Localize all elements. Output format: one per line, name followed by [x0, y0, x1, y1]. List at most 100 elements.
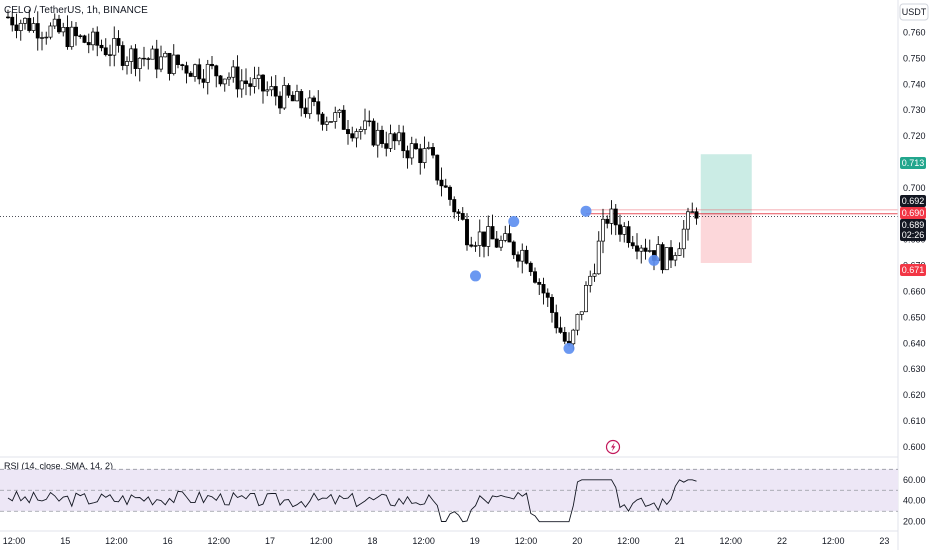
- candle: [431, 142, 435, 159]
- candle: [388, 124, 393, 152]
- stop-zone[interactable]: [700, 213, 752, 263]
- candle: [392, 132, 397, 150]
- candle: [227, 72, 231, 87]
- candle: [380, 125, 384, 148]
- pivot-low-marker[interactable]: [563, 342, 575, 354]
- candle: [584, 281, 588, 313]
- candle: [116, 30, 121, 53]
- candle: [618, 214, 622, 242]
- target-zone[interactable]: [700, 154, 752, 214]
- candle: [159, 45, 163, 73]
- candle: [265, 81, 270, 97]
- candle: [588, 270, 593, 293]
- candle: [414, 138, 418, 150]
- candle: [439, 167, 444, 197]
- candle: [222, 78, 227, 92]
- time-tick-label: 19: [470, 536, 480, 546]
- candle: [482, 231, 486, 258]
- candle: [205, 59, 210, 95]
- candle: [363, 108, 367, 135]
- candle: [248, 77, 253, 96]
- candle: [197, 58, 202, 85]
- candle: [10, 11, 15, 32]
- candle: [99, 39, 104, 52]
- candle: [137, 57, 142, 82]
- pivot-high-marker[interactable]: [508, 216, 520, 228]
- rsi-tick-label: 40.00: [903, 496, 926, 506]
- candle: [273, 75, 278, 106]
- chart-title: CELO / TetherUS, 1h, BINANCE: [4, 5, 148, 16]
- candle: [27, 9, 32, 33]
- target-price-badge: 0.713: [902, 158, 925, 168]
- candle: [477, 219, 482, 257]
- candle: [647, 239, 652, 253]
- candle: [473, 241, 478, 252]
- entry-price-badge: 0.690: [902, 208, 925, 218]
- candle: [367, 110, 372, 127]
- time-tick-label: 12:00: [3, 536, 26, 546]
- rsi-pane[interactable]: RSI (14, close, SMA, 14, 2): [0, 456, 898, 523]
- pivot-low-marker[interactable]: [470, 270, 481, 282]
- candle: [630, 235, 635, 249]
- candle: [694, 207, 699, 225]
- candle: [375, 122, 380, 158]
- pivot-high-marker[interactable]: [580, 205, 592, 217]
- candle: [290, 91, 295, 102]
- candle: [528, 261, 533, 276]
- currency-label: USDT: [902, 7, 927, 17]
- candle: [324, 116, 329, 132]
- price-tick-label: 0.750: [903, 53, 926, 63]
- candle: [163, 51, 168, 58]
- candle: [235, 55, 240, 98]
- time-tick-label: 12:00: [515, 536, 538, 546]
- candle: [333, 106, 338, 129]
- price-axis[interactable]: 0.7600.7500.7400.7300.7200.7100.7000.690…: [897, 0, 926, 550]
- candle: [418, 143, 423, 175]
- candle: [303, 98, 308, 118]
- time-tick-label: 22: [777, 536, 787, 546]
- candle: [188, 71, 193, 77]
- candle: [686, 207, 690, 241]
- candle: [609, 200, 614, 235]
- candle: [660, 242, 665, 274]
- candle: [239, 69, 244, 98]
- candle: [150, 45, 155, 60]
- candle: [82, 34, 87, 44]
- candle: [278, 91, 282, 115]
- pivot-low-marker[interactable]: [648, 254, 660, 266]
- price-tick-label: 0.630: [903, 364, 926, 374]
- candle: [171, 44, 176, 76]
- time-axis[interactable]: 12:00 15 12:00 16 12:00 17 12:00 18 12:00 19 12:00…: [0, 530, 898, 546]
- candle: [405, 145, 410, 169]
- candle: [91, 27, 95, 51]
- candle: [558, 316, 563, 334]
- candle: [541, 277, 546, 305]
- candle: [74, 21, 78, 46]
- candle: [669, 240, 673, 268]
- candle: [133, 44, 138, 77]
- candle: [214, 64, 219, 88]
- candle: [346, 120, 350, 145]
- candle: [108, 44, 112, 67]
- candle: [65, 15, 70, 50]
- candle: [176, 54, 180, 69]
- candle: [490, 214, 495, 240]
- candle: [643, 238, 648, 260]
- currency-button[interactable]: USDT: [899, 3, 929, 21]
- price-tick-label: 0.760: [903, 28, 926, 38]
- candle: [486, 215, 491, 257]
- bar-countdown: 02:26: [902, 230, 925, 240]
- candle: [635, 233, 639, 260]
- time-tick-label: 16: [163, 536, 173, 546]
- time-tick-label: 20: [572, 536, 582, 546]
- candle: [52, 13, 57, 29]
- candle: [57, 14, 61, 34]
- candle: [218, 74, 223, 87]
- candle: [6, 9, 10, 19]
- lightning-icon[interactable]: [605, 439, 621, 455]
- candle: [350, 126, 355, 142]
- candle: [601, 208, 605, 254]
- candle: [231, 60, 236, 83]
- candle: [125, 56, 129, 75]
